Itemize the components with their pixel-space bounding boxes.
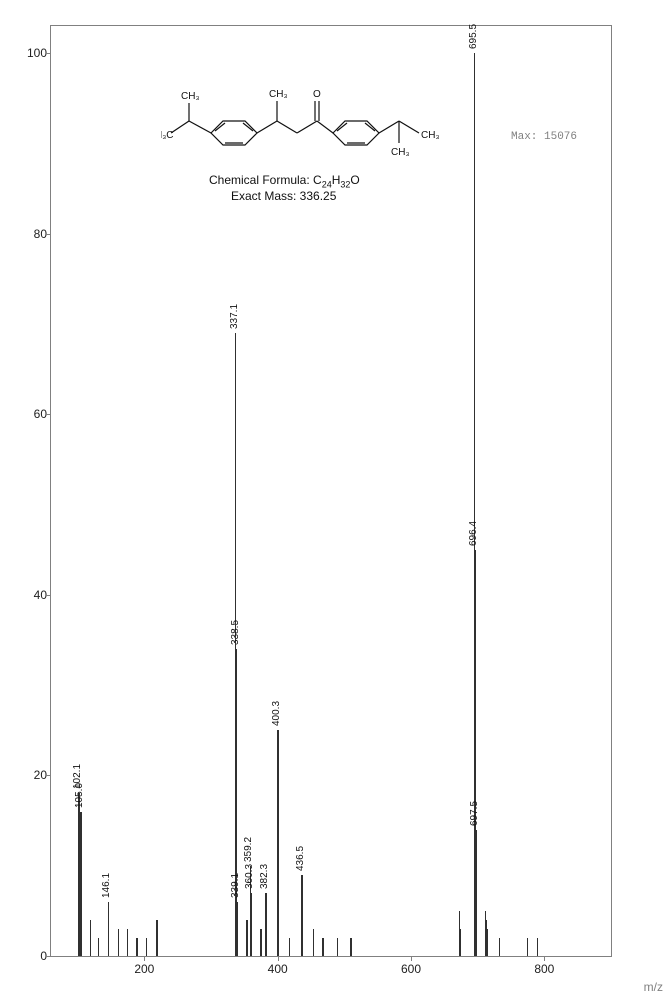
x-tick-label: 800 <box>534 962 554 976</box>
peak-bar <box>537 938 539 956</box>
max-label: Max: 15076 <box>511 131 577 143</box>
peak-label: 339.1 <box>230 873 241 898</box>
y-tick-label: 0 <box>23 949 47 963</box>
x-tick-label: 200 <box>134 962 154 976</box>
peak-label: 146.1 <box>101 873 112 898</box>
peak-bar <box>127 929 129 956</box>
x-tick-mark <box>411 956 412 961</box>
peak-label: 695.5 <box>468 24 479 49</box>
peak-label: 105.0 <box>74 783 85 808</box>
peak-bar <box>146 938 148 956</box>
peak-bar <box>322 938 324 956</box>
y-tick-label: 60 <box>23 407 47 421</box>
y-tick-mark <box>46 775 51 776</box>
peak-bar <box>460 929 462 956</box>
structure-svg: H₃C CH₃ CH₃ O CH₃ CH₃ <box>161 71 441 171</box>
peak-bar <box>80 812 82 956</box>
y-tick-mark <box>46 234 51 235</box>
peak-bar <box>236 902 238 956</box>
peak-bar <box>90 920 92 956</box>
peak-label: 337.1 <box>229 304 240 329</box>
y-tick-label: 100 <box>23 46 47 60</box>
peak-label: 436.5 <box>295 846 306 871</box>
label-ch3-r: CH₃ <box>421 130 440 141</box>
peak-label: 697.5 <box>469 801 480 826</box>
peak-bar <box>337 938 339 956</box>
label-ch3-br: CH₃ <box>391 147 410 158</box>
x-tick-mark <box>544 956 545 961</box>
x-tick-label: 600 <box>401 962 421 976</box>
peak-bar <box>156 920 158 956</box>
label-ch3-mid: CH₃ <box>269 89 288 100</box>
formula-text: Chemical Formula: C24H32O <box>209 173 360 189</box>
y-tick-label: 80 <box>23 227 47 241</box>
y-tick-label: 20 <box>23 768 47 782</box>
peak-bar <box>265 893 267 956</box>
peak-bar <box>486 929 488 956</box>
peak-label: 338.5 <box>230 620 241 645</box>
peak-label: 360.3 <box>244 864 255 889</box>
x-tick-mark <box>278 956 279 961</box>
peak-bar <box>302 911 304 956</box>
y-tick-mark <box>46 414 51 415</box>
peak-bar <box>475 830 477 956</box>
peak-bar <box>250 893 252 956</box>
peak-bar <box>98 938 100 956</box>
y-tick-mark <box>46 53 51 54</box>
peak-bar <box>118 929 120 956</box>
x-tick-label: 400 <box>268 962 288 976</box>
peak-bar <box>289 938 291 956</box>
x-axis-label: m/z <box>644 980 663 994</box>
label-h3c: H₃C <box>161 130 174 141</box>
label-ch3-tl: CH₃ <box>181 91 200 102</box>
peak-bar <box>136 938 138 956</box>
peak-label: 359.2 <box>243 837 254 862</box>
peak-label: 696.4 <box>468 521 479 546</box>
peak-bar <box>108 902 110 956</box>
x-tick-mark <box>144 956 145 961</box>
label-o: O <box>313 89 321 100</box>
peak-bar <box>527 938 529 956</box>
y-tick-label: 40 <box>23 588 47 602</box>
peak-bar <box>313 929 315 956</box>
peak-label: 382.3 <box>259 864 270 889</box>
peak-bar <box>350 938 352 956</box>
mass-text: Exact Mass: 336.25 <box>231 189 336 203</box>
chemical-structure: H₃C CH₃ CH₃ O CH₃ CH₃ Chemical Formula: … <box>161 71 441 201</box>
y-tick-mark <box>46 956 51 957</box>
plot-area: H₃C CH₃ CH₃ O CH₃ CH₃ Chemical Formula: … <box>50 25 612 957</box>
peak-bar <box>260 929 262 956</box>
peak-label: 400.3 <box>271 701 282 726</box>
peak-bar <box>278 902 280 956</box>
peak-bar <box>499 938 501 956</box>
y-tick-mark <box>46 595 51 596</box>
peak-bar <box>246 920 248 956</box>
